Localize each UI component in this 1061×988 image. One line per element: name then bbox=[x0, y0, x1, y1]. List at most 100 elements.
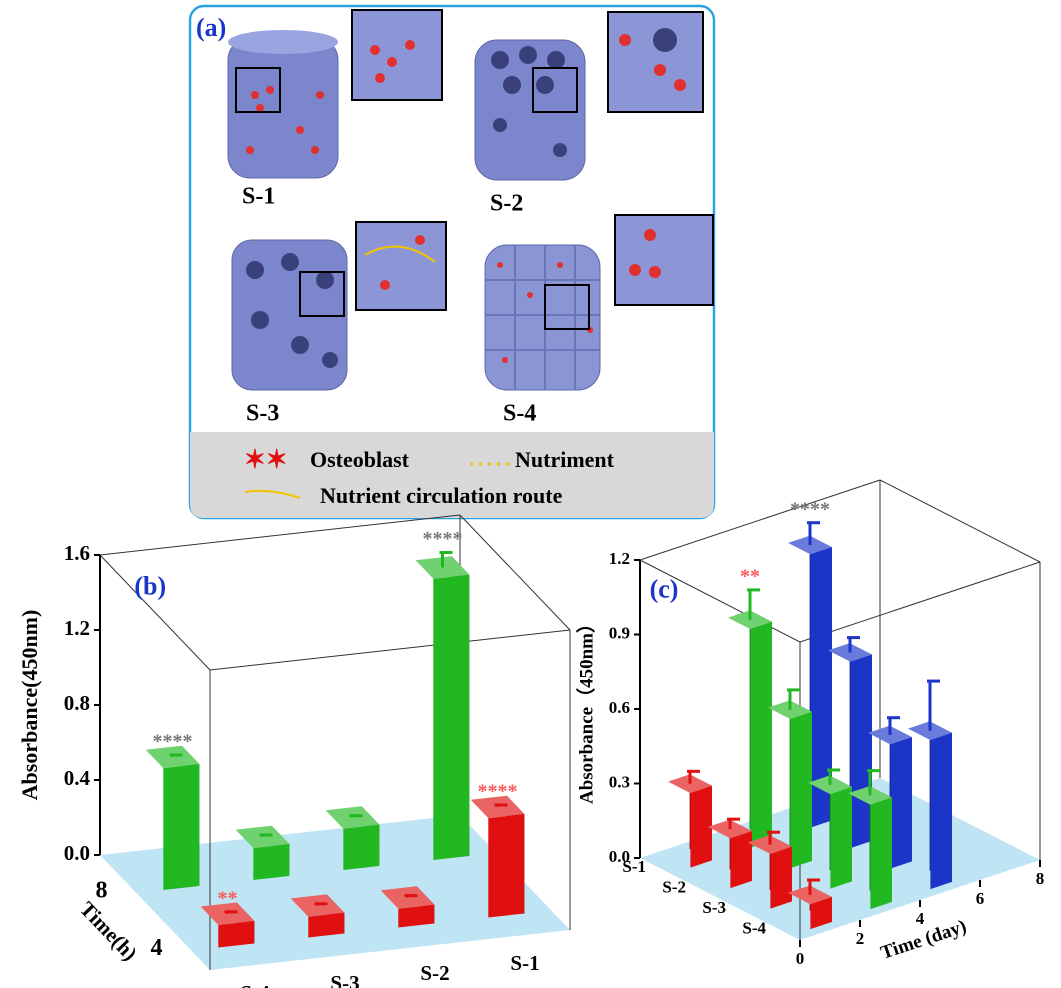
box-edge bbox=[99, 554, 211, 671]
box-edge bbox=[209, 629, 571, 671]
scaffold-label: S-1 bbox=[242, 184, 275, 210]
bar bbox=[848, 786, 892, 910]
bar-front bbox=[308, 912, 345, 938]
x-tick-label: S-4 bbox=[240, 981, 270, 988]
y-tick-label: 1.6 bbox=[64, 541, 90, 565]
bar-front bbox=[790, 711, 812, 869]
box-edge bbox=[879, 479, 1041, 563]
depth-tick-label: S-3 bbox=[702, 898, 726, 917]
error-bar bbox=[767, 830, 780, 845]
bar bbox=[708, 819, 752, 889]
bar-top bbox=[788, 885, 832, 905]
significance-label: **** bbox=[423, 528, 463, 550]
bar bbox=[325, 806, 380, 870]
bar bbox=[748, 835, 792, 909]
error-bar bbox=[847, 636, 860, 653]
y-tick-label: 0.3 bbox=[609, 772, 630, 791]
bar bbox=[788, 535, 832, 828]
scaffold-label: S-2 bbox=[490, 191, 523, 217]
bar-front bbox=[398, 904, 435, 928]
legend-label: Nutriment bbox=[515, 447, 615, 472]
bar-top bbox=[748, 835, 792, 854]
box-edge bbox=[799, 561, 1041, 643]
bar-front bbox=[810, 547, 832, 828]
bar-front bbox=[770, 846, 792, 909]
error-bar bbox=[807, 878, 820, 895]
x-tick-label: 0 bbox=[796, 949, 805, 968]
x-tick-label: 2 bbox=[856, 929, 865, 948]
x-tick-label: S-2 bbox=[420, 961, 449, 985]
bar-front bbox=[870, 797, 892, 910]
significance-label: ** bbox=[218, 887, 238, 909]
y-tick-label: 0.4 bbox=[64, 766, 91, 790]
panel-label: (c) bbox=[650, 574, 679, 603]
osteoblast-icon: ✶✶ bbox=[244, 445, 288, 474]
error-bar bbox=[687, 769, 700, 784]
bar-front bbox=[810, 897, 832, 930]
bar-front bbox=[343, 824, 380, 870]
error-bar bbox=[224, 910, 238, 914]
box-edge bbox=[99, 514, 461, 556]
significance-label: ** bbox=[740, 566, 760, 588]
error-bar bbox=[349, 814, 363, 818]
bar-front bbox=[690, 785, 712, 868]
y-tick-label: 0.8 bbox=[64, 691, 90, 715]
depth-tick-label: S-4 bbox=[742, 919, 766, 938]
legend-label: Nutrient circulation route bbox=[320, 483, 563, 508]
significance-label: **** bbox=[478, 781, 518, 803]
x-tick-label: 8 bbox=[1036, 869, 1045, 888]
error-bar bbox=[807, 521, 820, 546]
scaffold-s1 bbox=[227, 9, 443, 179]
bar-front bbox=[163, 764, 200, 890]
x-tick-label: 4 bbox=[916, 909, 925, 928]
bar-front bbox=[930, 732, 952, 890]
bar-front bbox=[433, 574, 470, 860]
y-tick-label: 0.9 bbox=[609, 623, 630, 642]
error-bar bbox=[747, 588, 760, 620]
error-bar bbox=[727, 817, 740, 830]
bar bbox=[145, 745, 200, 890]
error-bar bbox=[494, 803, 508, 807]
scaffold-s2 bbox=[474, 11, 704, 181]
bar bbox=[470, 795, 525, 918]
depth-tick-label: S-2 bbox=[662, 878, 686, 897]
y-axis-title: Absorbance(450nm) bbox=[17, 610, 42, 801]
y-tick-label: 1.2 bbox=[609, 549, 630, 568]
x-tick-label: S-1 bbox=[510, 951, 539, 975]
panel-label: (a) bbox=[196, 13, 226, 42]
depth-tick-label: 4 bbox=[151, 935, 163, 961]
bar-top bbox=[470, 795, 525, 819]
significance-label: **** bbox=[153, 731, 193, 753]
bar-top bbox=[235, 825, 290, 849]
error-bar bbox=[927, 679, 940, 731]
bar bbox=[868, 725, 912, 869]
bar-front bbox=[218, 921, 255, 948]
bar-front bbox=[750, 621, 772, 848]
error-bar bbox=[259, 833, 273, 837]
significance-label: **** bbox=[790, 498, 830, 520]
scaffold-s3 bbox=[231, 221, 447, 391]
bar bbox=[768, 700, 812, 869]
bar bbox=[788, 885, 832, 930]
bar bbox=[728, 610, 772, 848]
bar-front bbox=[890, 737, 912, 869]
bar-front bbox=[488, 814, 525, 918]
bar bbox=[415, 556, 470, 860]
y-tick-label: 0.0 bbox=[609, 847, 630, 866]
panel-a: (a) bbox=[188, 4, 716, 520]
y-axis-title: Absorbance（450nm） bbox=[574, 614, 597, 804]
bar-top bbox=[145, 745, 200, 769]
legend-label: Osteoblast bbox=[310, 447, 410, 472]
x-tick-label: 6 bbox=[976, 889, 985, 908]
depth-axis-title: Time(h) bbox=[75, 897, 142, 966]
bar-front bbox=[253, 844, 290, 880]
bar bbox=[908, 721, 952, 890]
error-bar bbox=[787, 688, 800, 710]
x-tick-label: S-3 bbox=[330, 971, 359, 988]
route-icon bbox=[244, 489, 301, 499]
box-edge bbox=[459, 514, 571, 631]
error-bar bbox=[439, 551, 453, 568]
depth-tick-label: S-1 bbox=[622, 857, 646, 876]
depth-tick-label: 8 bbox=[96, 877, 108, 903]
